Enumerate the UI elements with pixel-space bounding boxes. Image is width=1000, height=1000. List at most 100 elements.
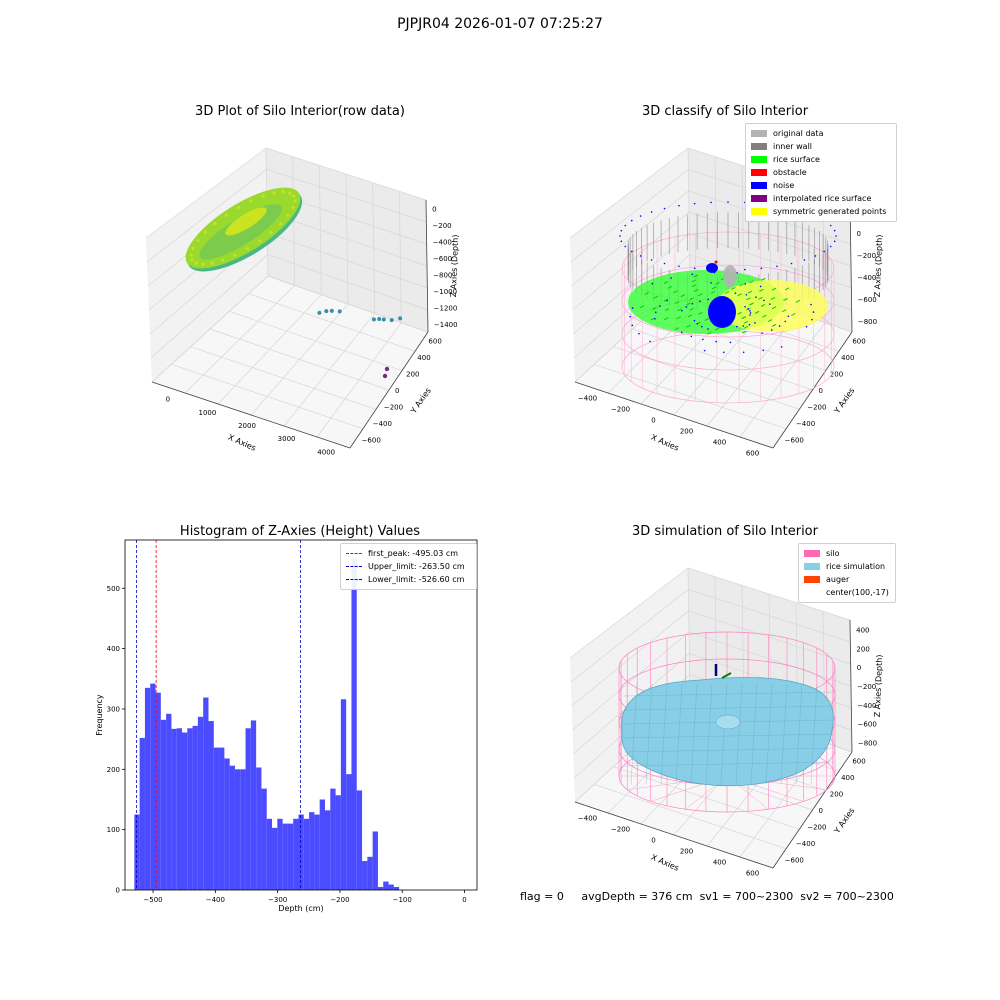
rice-surface-point xyxy=(759,288,764,292)
rice-surface-point xyxy=(653,295,659,299)
rice-surface-point xyxy=(747,290,753,294)
histogram-bar xyxy=(266,818,273,890)
legend-line-sample xyxy=(346,566,362,567)
legend-item: noise xyxy=(751,179,891,192)
legend-swatch xyxy=(804,576,820,583)
noise-point xyxy=(811,318,813,321)
y-tick-label: 600 xyxy=(852,757,865,765)
grid-line xyxy=(571,610,689,707)
x-tick-label: −100 xyxy=(393,896,412,904)
histogram-bar xyxy=(213,747,220,890)
y-tick-label: −200 xyxy=(384,404,403,412)
rice-surface-highlight xyxy=(225,207,267,236)
rice-surface-point xyxy=(639,305,645,309)
z-tick-label: −600 xyxy=(858,721,877,729)
obstacle-point xyxy=(382,373,388,379)
legend-label: first_peak: -495.03 cm xyxy=(368,549,459,558)
disc-edge-point xyxy=(291,206,295,210)
y-tick-label: 300 xyxy=(107,705,120,713)
histogram-bar xyxy=(303,818,310,890)
y-tick-label: −200 xyxy=(807,404,826,412)
center-marker xyxy=(721,672,732,679)
histogram-bar xyxy=(171,728,177,890)
y-tick-label: 100 xyxy=(107,826,120,834)
rice-surface-point xyxy=(687,314,693,318)
noise-point xyxy=(638,332,640,335)
mesh-line xyxy=(750,683,758,785)
noise-point xyxy=(624,224,627,227)
noise-point xyxy=(745,293,748,296)
disc-edge-point xyxy=(269,230,273,235)
noise-point xyxy=(734,292,737,294)
rice-surface-point xyxy=(698,293,703,297)
z-tick-label: 0 xyxy=(857,230,861,238)
status-line: flag = 0 avgDepth = 376 cm sv1 = 700~230… xyxy=(520,890,894,903)
disc-edge-point xyxy=(281,190,285,194)
noise-point xyxy=(701,325,703,328)
z-tick-label: 0 xyxy=(432,205,436,213)
outlier-point xyxy=(398,316,403,321)
rice-surface-point xyxy=(715,281,720,285)
rice-surface-point xyxy=(741,316,747,320)
legend-item: obstacle xyxy=(751,166,891,179)
noise-point xyxy=(742,325,745,327)
legend-item: rice surface xyxy=(751,153,891,166)
x-tick-label: 400 xyxy=(713,859,726,867)
panel4-title: 3D simulation of Silo Interior xyxy=(632,524,818,539)
z-axis-label: Z Axies (Depth) xyxy=(873,654,884,717)
noise-point xyxy=(649,340,651,343)
histogram-bar xyxy=(240,769,246,890)
z-axis-line xyxy=(849,199,853,333)
mesh-line xyxy=(780,683,788,785)
y-axis-line xyxy=(772,331,853,449)
plot-frame xyxy=(124,539,478,891)
rice-surface-point xyxy=(739,283,744,287)
outlier-point xyxy=(377,317,382,322)
grid-line xyxy=(572,631,690,731)
legend-item: first_peak: -495.03 cm xyxy=(346,547,471,560)
disc-edge-point xyxy=(261,194,265,198)
legend-swatch xyxy=(804,589,820,596)
x-tick-label: 3000 xyxy=(278,435,296,443)
noise-point xyxy=(742,351,745,354)
rice-surface-point xyxy=(758,296,763,300)
disc-edge-point xyxy=(210,261,214,265)
mesh-line xyxy=(705,683,713,785)
histogram-bar xyxy=(224,758,230,890)
x-tick-label: −300 xyxy=(268,896,287,904)
x-tick-label: −400 xyxy=(578,395,597,403)
legend-item: Upper_limit: -263.50 cm xyxy=(346,560,471,573)
histogram-bar xyxy=(182,732,188,890)
disc-edge-point xyxy=(279,222,283,226)
z-axis-label: Z Axies (Depth) xyxy=(449,234,460,297)
rice-surface-point xyxy=(754,310,760,314)
rice-surface-point xyxy=(737,293,742,297)
noise-point xyxy=(620,229,623,232)
noise-point xyxy=(833,229,836,232)
noise-point xyxy=(693,267,696,270)
z-tick-label: −600 xyxy=(858,296,877,304)
legend-label: silo xyxy=(826,549,840,558)
y-tick-label: −600 xyxy=(785,437,804,445)
disc-edge-point xyxy=(189,253,193,257)
z-tick-label: −800 xyxy=(433,271,452,279)
y-tick-label: 400 xyxy=(841,354,854,362)
panel2-title: 3D classify of Silo Interior xyxy=(641,104,809,119)
noise-point xyxy=(829,245,832,248)
grid-line xyxy=(267,275,429,333)
rice-surface-point xyxy=(749,280,754,284)
y-tick-label: 200 xyxy=(830,370,843,378)
histogram-bar xyxy=(362,861,368,890)
disc-edge-point xyxy=(224,213,228,217)
noise-cluster xyxy=(708,296,736,328)
histogram-bar xyxy=(166,713,172,890)
rice-surface-point xyxy=(791,312,796,316)
disc-edge-point xyxy=(292,194,296,198)
noise-point xyxy=(833,240,836,243)
outlier-point xyxy=(381,317,386,322)
noise-point xyxy=(748,323,751,326)
rice-surface-point xyxy=(686,302,691,306)
noise-point xyxy=(805,325,808,328)
grid-line xyxy=(146,169,267,263)
legend-label: symmetric generated points xyxy=(773,207,887,216)
